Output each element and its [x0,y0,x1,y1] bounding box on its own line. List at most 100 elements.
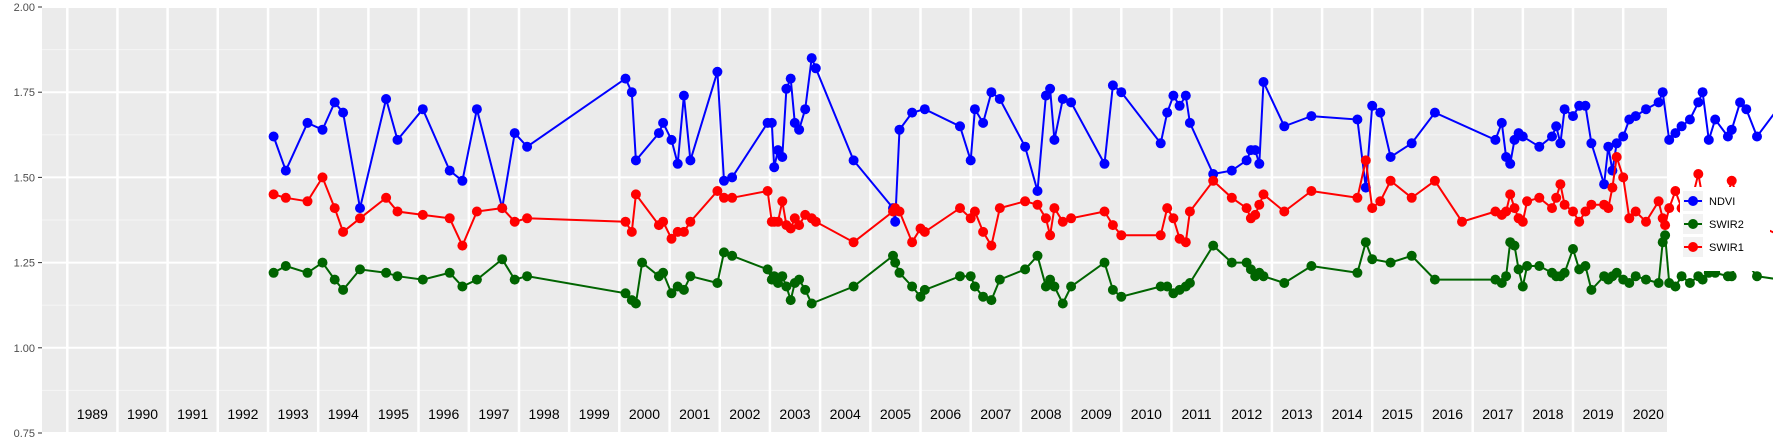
swir2-point [1653,278,1664,288]
ndvi-point [965,155,976,166]
year-label: 2004 [830,406,861,422]
legend-label: SWIR1 [1709,242,1744,254]
ndvi-point [1599,179,1610,190]
swir2-point [1184,278,1195,288]
swir1-point [1559,199,1570,210]
ndvi-point [1547,131,1557,142]
swir2-point [1020,264,1031,275]
year-label: 2017 [1482,406,1513,422]
y-tick-label: 1.00 [14,343,35,355]
ndvi-point [1603,141,1614,152]
ndvi-point [1551,121,1562,132]
swir1-point [712,186,723,196]
swir2-point [1258,271,1269,282]
legend-item-swir1: SWIR1 [1683,237,1744,257]
swir1-point [685,216,696,227]
year-label: 2010 [1131,406,1162,422]
swir1-point [1618,172,1629,183]
swir2-point [392,271,403,282]
ndvi-point [1180,90,1191,101]
swir2-point [1586,284,1597,295]
ndvi-point [1684,114,1695,125]
ndvi-point [672,158,683,169]
swir1-point [719,192,729,203]
swir1-point [1254,199,1265,210]
swir2-point [785,295,796,306]
legend-item-ndvi: NDVI [1683,191,1735,211]
ndvi-point [986,87,997,98]
swir1-point [1534,192,1545,203]
ndvi-point [1162,107,1173,118]
ndvi-point [1352,114,1363,125]
ndvi-point [1066,97,1077,108]
swir1-point [1568,206,1578,217]
ndvi-point [1735,97,1746,108]
swir1-point [1184,206,1195,217]
swir1-point [658,216,669,227]
swir1-point [280,192,291,203]
swir2-point [1534,261,1545,271]
swir1-point [1208,175,1219,186]
swir2-point [1208,240,1219,251]
ndvi-point [1641,104,1651,115]
ndvi-point [1555,138,1566,149]
swir1-point [1367,203,1378,214]
swir2-point [1360,237,1371,248]
swir1-point [785,223,796,234]
swir1-point [1180,237,1191,248]
year-label: 2014 [1332,406,1363,422]
ndvi-point [1710,114,1721,125]
ndvi-point [417,104,428,115]
ndvi-point [268,131,279,142]
y-tick-label: 1.50 [14,172,35,184]
ndvi-point [1726,124,1737,135]
swir2-point [1279,278,1290,288]
swir1-point [392,206,403,217]
legend-item-swir2: SWIR2 [1683,214,1744,234]
swir2-point [658,267,669,278]
ndvi-point [727,172,738,183]
swir1-point [969,206,980,217]
ndvi-point [658,117,669,128]
swir2-point [329,274,340,285]
swir1-point [1664,203,1675,214]
ndvi-point [1580,100,1591,111]
swir2-point [1697,274,1708,285]
swir1-point [894,206,905,217]
ndvi-point [969,104,980,115]
year-label: 1992 [227,406,258,422]
swir1-point [1279,206,1290,217]
swir2-point [781,281,792,292]
swir2-point [355,264,365,275]
swir2-point [777,271,788,282]
swir2-point [1630,271,1641,282]
ndvi-point [919,104,930,115]
swir2-point [800,284,811,295]
ndvi-point [338,107,349,118]
swir2-point [955,271,965,282]
swir1-point [1624,213,1635,224]
swir2-point [444,267,455,278]
swir2-point [268,267,279,278]
ndvi-point [1155,138,1166,149]
ndvi-point [994,94,1005,104]
swir2-point [1367,254,1378,265]
swir2-point [1429,274,1440,285]
swir1-point [1020,196,1031,207]
swir1-point [978,226,989,237]
swir1-point [1250,209,1261,220]
swir2-point [1580,261,1591,271]
swir2-point [471,274,482,285]
swir2-point [1559,267,1570,278]
swir2-point [719,247,729,258]
year-label: 1995 [378,406,409,422]
swir1-point [1641,216,1651,227]
year-label: 2011 [1181,406,1211,422]
ndvi-point [1184,117,1195,128]
swir1-point [1168,213,1179,224]
year-label: 1997 [478,406,509,422]
swir2-point [497,254,508,265]
swir1-point [1693,169,1704,179]
ndvi-point [1630,111,1641,122]
swir1-point [471,206,482,217]
